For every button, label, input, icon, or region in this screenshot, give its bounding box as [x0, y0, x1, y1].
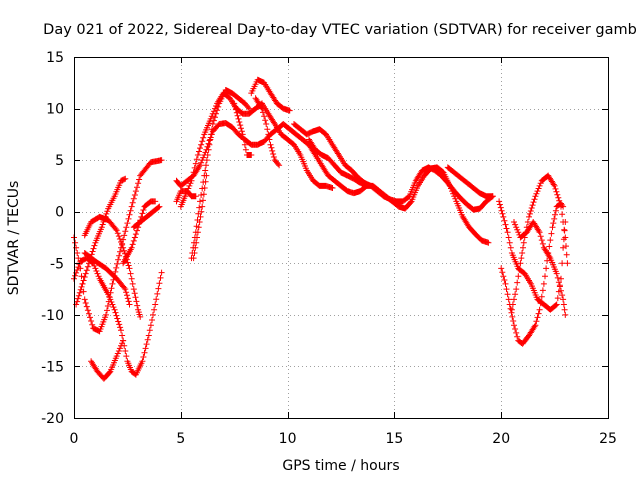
- series-track-16: [190, 172, 210, 262]
- axis-ticks: [74, 57, 609, 419]
- data-point-markers: [190, 172, 210, 262]
- y-tick-label: -10: [41, 308, 64, 324]
- y-tick-labels: -20 -15 -10 -5 0 5 10 15: [41, 50, 64, 427]
- data-point-markers: [498, 200, 567, 347]
- data-point-markers: [252, 95, 283, 169]
- data-points: [71, 76, 571, 382]
- data-point-markers: [306, 136, 370, 189]
- x-tick-label: 0: [70, 431, 79, 447]
- series-track-9: [173, 120, 492, 246]
- series-track-14: [231, 100, 255, 158]
- y-tick-label: -15: [41, 359, 64, 375]
- data-point-markers: [496, 198, 569, 313]
- series-track-20: [498, 200, 567, 347]
- y-tick-label: 15: [46, 50, 64, 66]
- y-axis-label: SDTVAR / TECUs: [6, 181, 22, 296]
- y-tick-label: -20: [41, 411, 64, 427]
- x-tick-label: 20: [492, 431, 510, 447]
- data-point-markers: [508, 172, 571, 313]
- series-track-1: [71, 157, 165, 335]
- data-point-markers: [130, 203, 163, 231]
- series-track-5: [88, 337, 127, 382]
- series-track-13: [252, 95, 283, 169]
- x-tick-label: 25: [599, 431, 617, 447]
- series-track-19: [444, 164, 496, 200]
- chart-title: Day 021 of 2022, Sidereal Day-to-day VTE…: [43, 22, 637, 38]
- data-point-markers: [88, 337, 127, 382]
- data-point-markers: [120, 198, 159, 267]
- data-point-markers: [444, 164, 496, 200]
- series-track-6: [81, 250, 133, 308]
- data-point-markers: [81, 213, 144, 320]
- y-tick-label: 10: [46, 102, 64, 118]
- data-point-markers: [71, 157, 165, 335]
- series-track-7: [120, 198, 159, 267]
- series-track-4: [81, 213, 144, 320]
- y-tick-label: 5: [55, 153, 64, 169]
- series-track-3: [73, 175, 129, 308]
- y-tick-label: 0: [55, 205, 64, 221]
- plot-frame: [74, 57, 609, 419]
- x-tick-labels: 0 5 10 15 20 25: [70, 431, 617, 447]
- series-track-15: [173, 188, 199, 205]
- data-point-markers: [81, 250, 133, 308]
- x-tick-label: 5: [176, 431, 185, 447]
- series-track-12: [248, 76, 293, 114]
- data-point-markers: [173, 188, 199, 205]
- x-tick-label: 10: [279, 431, 297, 447]
- y-tick-label: -5: [50, 256, 64, 272]
- series-track-21: [496, 198, 569, 313]
- x-axis-label: GPS time / hours: [282, 458, 399, 474]
- series-track-18: [306, 136, 370, 189]
- data-point-markers: [73, 175, 129, 308]
- series-track-23: [508, 172, 571, 313]
- x-tick-label: 15: [385, 431, 403, 447]
- data-point-markers: [173, 120, 492, 246]
- series-track-8: [130, 203, 163, 231]
- data-point-markers: [231, 100, 255, 158]
- data-point-markers: [248, 76, 293, 114]
- grid-lines: [74, 57, 608, 418]
